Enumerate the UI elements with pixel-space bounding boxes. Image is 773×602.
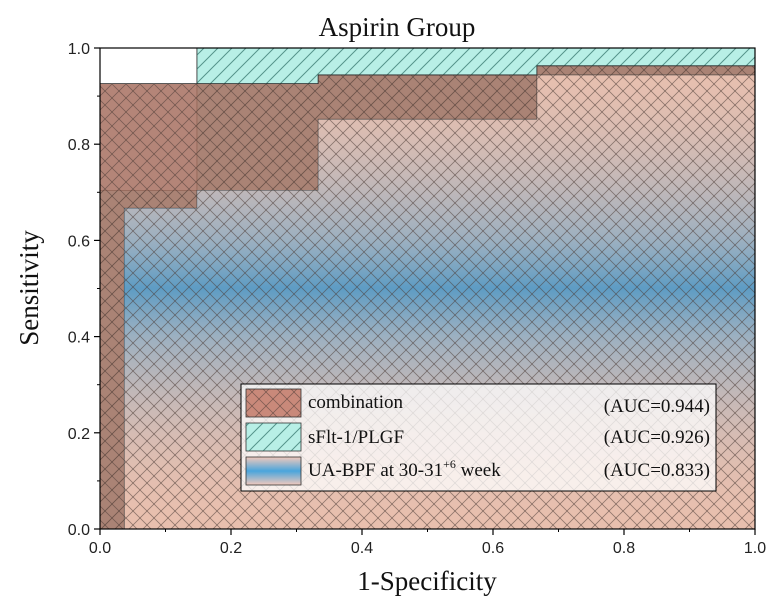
legend: combination (AUC=0.944) sFlt-1/PLGF (AUC… bbox=[240, 383, 717, 492]
legend-swatch-hatch-combination bbox=[246, 389, 301, 417]
legend-label-ua-bpf-suffix: week bbox=[456, 460, 501, 481]
x-axis: 0.0 0.2 0.4 0.6 0.8 1.0 bbox=[89, 529, 766, 557]
legend-item-ua-bpf: UA-BPF at 30-31+6 week (AUC=0.833) bbox=[245, 456, 710, 486]
legend-auc-sflt-plgf: (AUC=0.926) bbox=[604, 427, 710, 448]
x-tick-label: 0.6 bbox=[482, 540, 504, 557]
legend-label-ua-bpf-main: UA-BPF at 30-31 bbox=[308, 460, 443, 481]
x-tick-label: 0.8 bbox=[613, 540, 635, 557]
x-axis-label: 1-Specificity bbox=[357, 566, 497, 596]
y-tick-label: 0.2 bbox=[68, 426, 90, 443]
x-tick-label: 1.0 bbox=[744, 540, 766, 557]
y-tick-label: 1.0 bbox=[68, 41, 90, 58]
legend-label-sflt-plgf: sFlt-1/PLGF bbox=[308, 427, 404, 448]
x-tick-label: 0.4 bbox=[351, 540, 373, 557]
legend-item-combination: combination (AUC=0.944) bbox=[245, 388, 710, 418]
y-tick-label: 0.6 bbox=[68, 233, 90, 250]
y-axis: 0.0 0.2 0.4 0.6 0.8 1.0 bbox=[68, 41, 100, 539]
x-tick-label: 0.2 bbox=[220, 540, 242, 557]
legend-box bbox=[240, 383, 717, 492]
y-tick-label: 0.8 bbox=[68, 137, 90, 154]
y-tick-label: 0.4 bbox=[68, 330, 90, 347]
legend-auc-ua-bpf: (AUC=0.833) bbox=[604, 460, 710, 481]
legend-label-combination: combination bbox=[308, 392, 403, 413]
x-tick-label: 0.0 bbox=[89, 540, 111, 557]
legend-swatch-ua-bpf bbox=[245, 456, 302, 486]
legend-label-ua-bpf-superscript: +6 bbox=[443, 457, 456, 471]
legend-swatch-hatch-sflt-plgf bbox=[246, 423, 301, 451]
y-axis-label: Sensitivity bbox=[14, 230, 44, 346]
legend-label-ua-bpf: UA-BPF at 30-31+6 week bbox=[308, 457, 501, 481]
legend-item-sflt-plgf: sFlt-1/PLGF (AUC=0.926) bbox=[245, 422, 710, 452]
chart-title: Aspirin Group bbox=[319, 12, 476, 42]
legend-auc-combination: (AUC=0.944) bbox=[604, 396, 710, 417]
y-tick-label: 0.0 bbox=[68, 522, 90, 539]
